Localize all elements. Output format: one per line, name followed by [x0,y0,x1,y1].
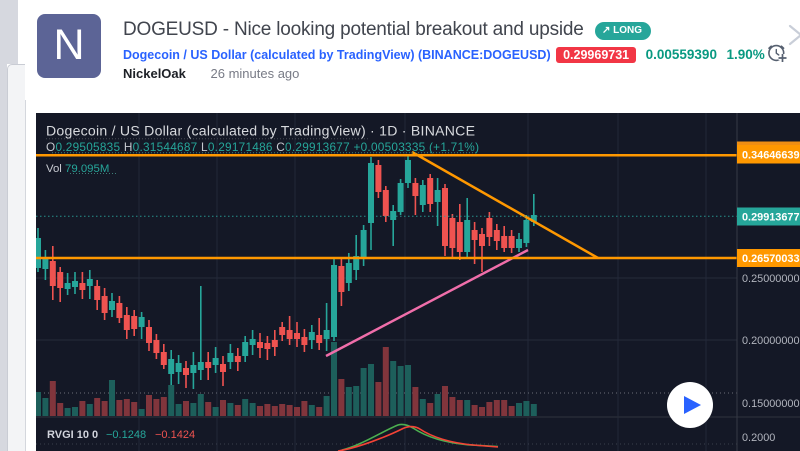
svg-text:0.29913677: 0.29913677 [742,212,800,224]
svg-text:O0.29505835 H0.31544687 L0.291: O0.29505835 H0.31544687 L0.29171486 C0.2… [46,140,479,154]
svg-text:0.15000000: 0.15000000 [742,398,800,410]
svg-text:0.34646639: 0.34646639 [742,150,800,162]
svg-text:0.26570033: 0.26570033 [742,253,800,265]
svg-text:−0.1248: −0.1248 [106,429,146,441]
svg-text:0.2000: 0.2000 [742,432,775,444]
svg-text:RVGI 10 0: RVGI 10 0 [47,429,98,441]
svg-text:0.20000000: 0.20000000 [742,335,800,347]
svg-text:Vol 79.095M: Vol 79.095M [46,163,109,175]
svg-text:Dogecoin / US Dollar (calculat: Dogecoin / US Dollar (calculated by Trad… [46,123,475,139]
svg-text:−0.1424: −0.1424 [155,429,195,441]
svg-text:0.25000000: 0.25000000 [742,273,800,285]
